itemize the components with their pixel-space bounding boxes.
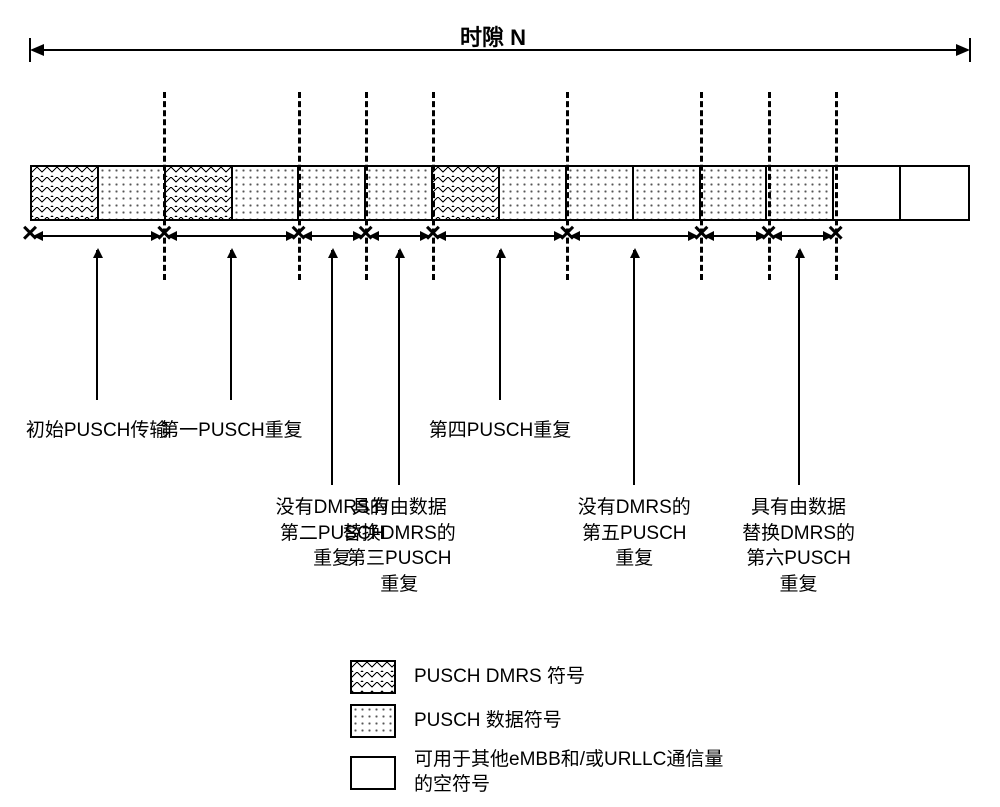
legend-label: 可用于其他eMBB和/或URLLC通信量的空符号 xyxy=(414,748,734,797)
callout-label: 第一PUSCH重复 xyxy=(160,415,303,442)
legend-item: 可用于其他eMBB和/或URLLC通信量的空符号 xyxy=(350,748,734,797)
symbol-cell xyxy=(567,167,634,219)
symbol-cell xyxy=(701,167,768,219)
legend-swatch xyxy=(350,704,396,738)
callout-label: 具有由数据替换DMRS的第三PUSCH重复 xyxy=(343,495,456,598)
slot-n-label: 时隙 N xyxy=(460,20,526,52)
symbol-cell xyxy=(99,167,166,219)
callout-label: 初始PUSCH传输 xyxy=(26,415,169,442)
legend-swatch xyxy=(350,660,396,694)
symbol-cell xyxy=(299,167,366,219)
legend-item: PUSCH DMRS 符号 xyxy=(350,660,734,694)
symbol-cell xyxy=(366,167,433,219)
legend-swatch xyxy=(350,756,396,790)
symbol-strip xyxy=(30,165,970,221)
legend: PUSCH DMRS 符号 PUSCH 数据符号可用于其他eMBB和/或URLLC… xyxy=(350,660,734,807)
legend-item: PUSCH 数据符号 xyxy=(350,704,734,738)
symbol-cell xyxy=(767,167,834,219)
symbol-cell xyxy=(166,167,233,219)
callout-label: 第四PUSCH重复 xyxy=(429,415,572,442)
callout-label: 具有由数据替换DMRS的第六PUSCH重复 xyxy=(742,495,855,598)
symbol-cell xyxy=(901,167,968,219)
symbol-cell xyxy=(634,167,701,219)
symbol-cell xyxy=(32,167,99,219)
symbol-cell xyxy=(834,167,901,219)
symbol-cell xyxy=(233,167,300,219)
symbol-cell xyxy=(433,167,500,219)
diagram-canvas: 时隙 N ××××××××× 初始PUSCH传输第一PUSCH重复没有DMRS的… xyxy=(20,20,980,785)
legend-label: PUSCH DMRS 符号 xyxy=(414,665,585,690)
legend-label: PUSCH 数据符号 xyxy=(414,709,562,734)
symbol-cell xyxy=(500,167,567,219)
callout-label: 没有DMRS的第五PUSCH重复 xyxy=(578,495,691,572)
